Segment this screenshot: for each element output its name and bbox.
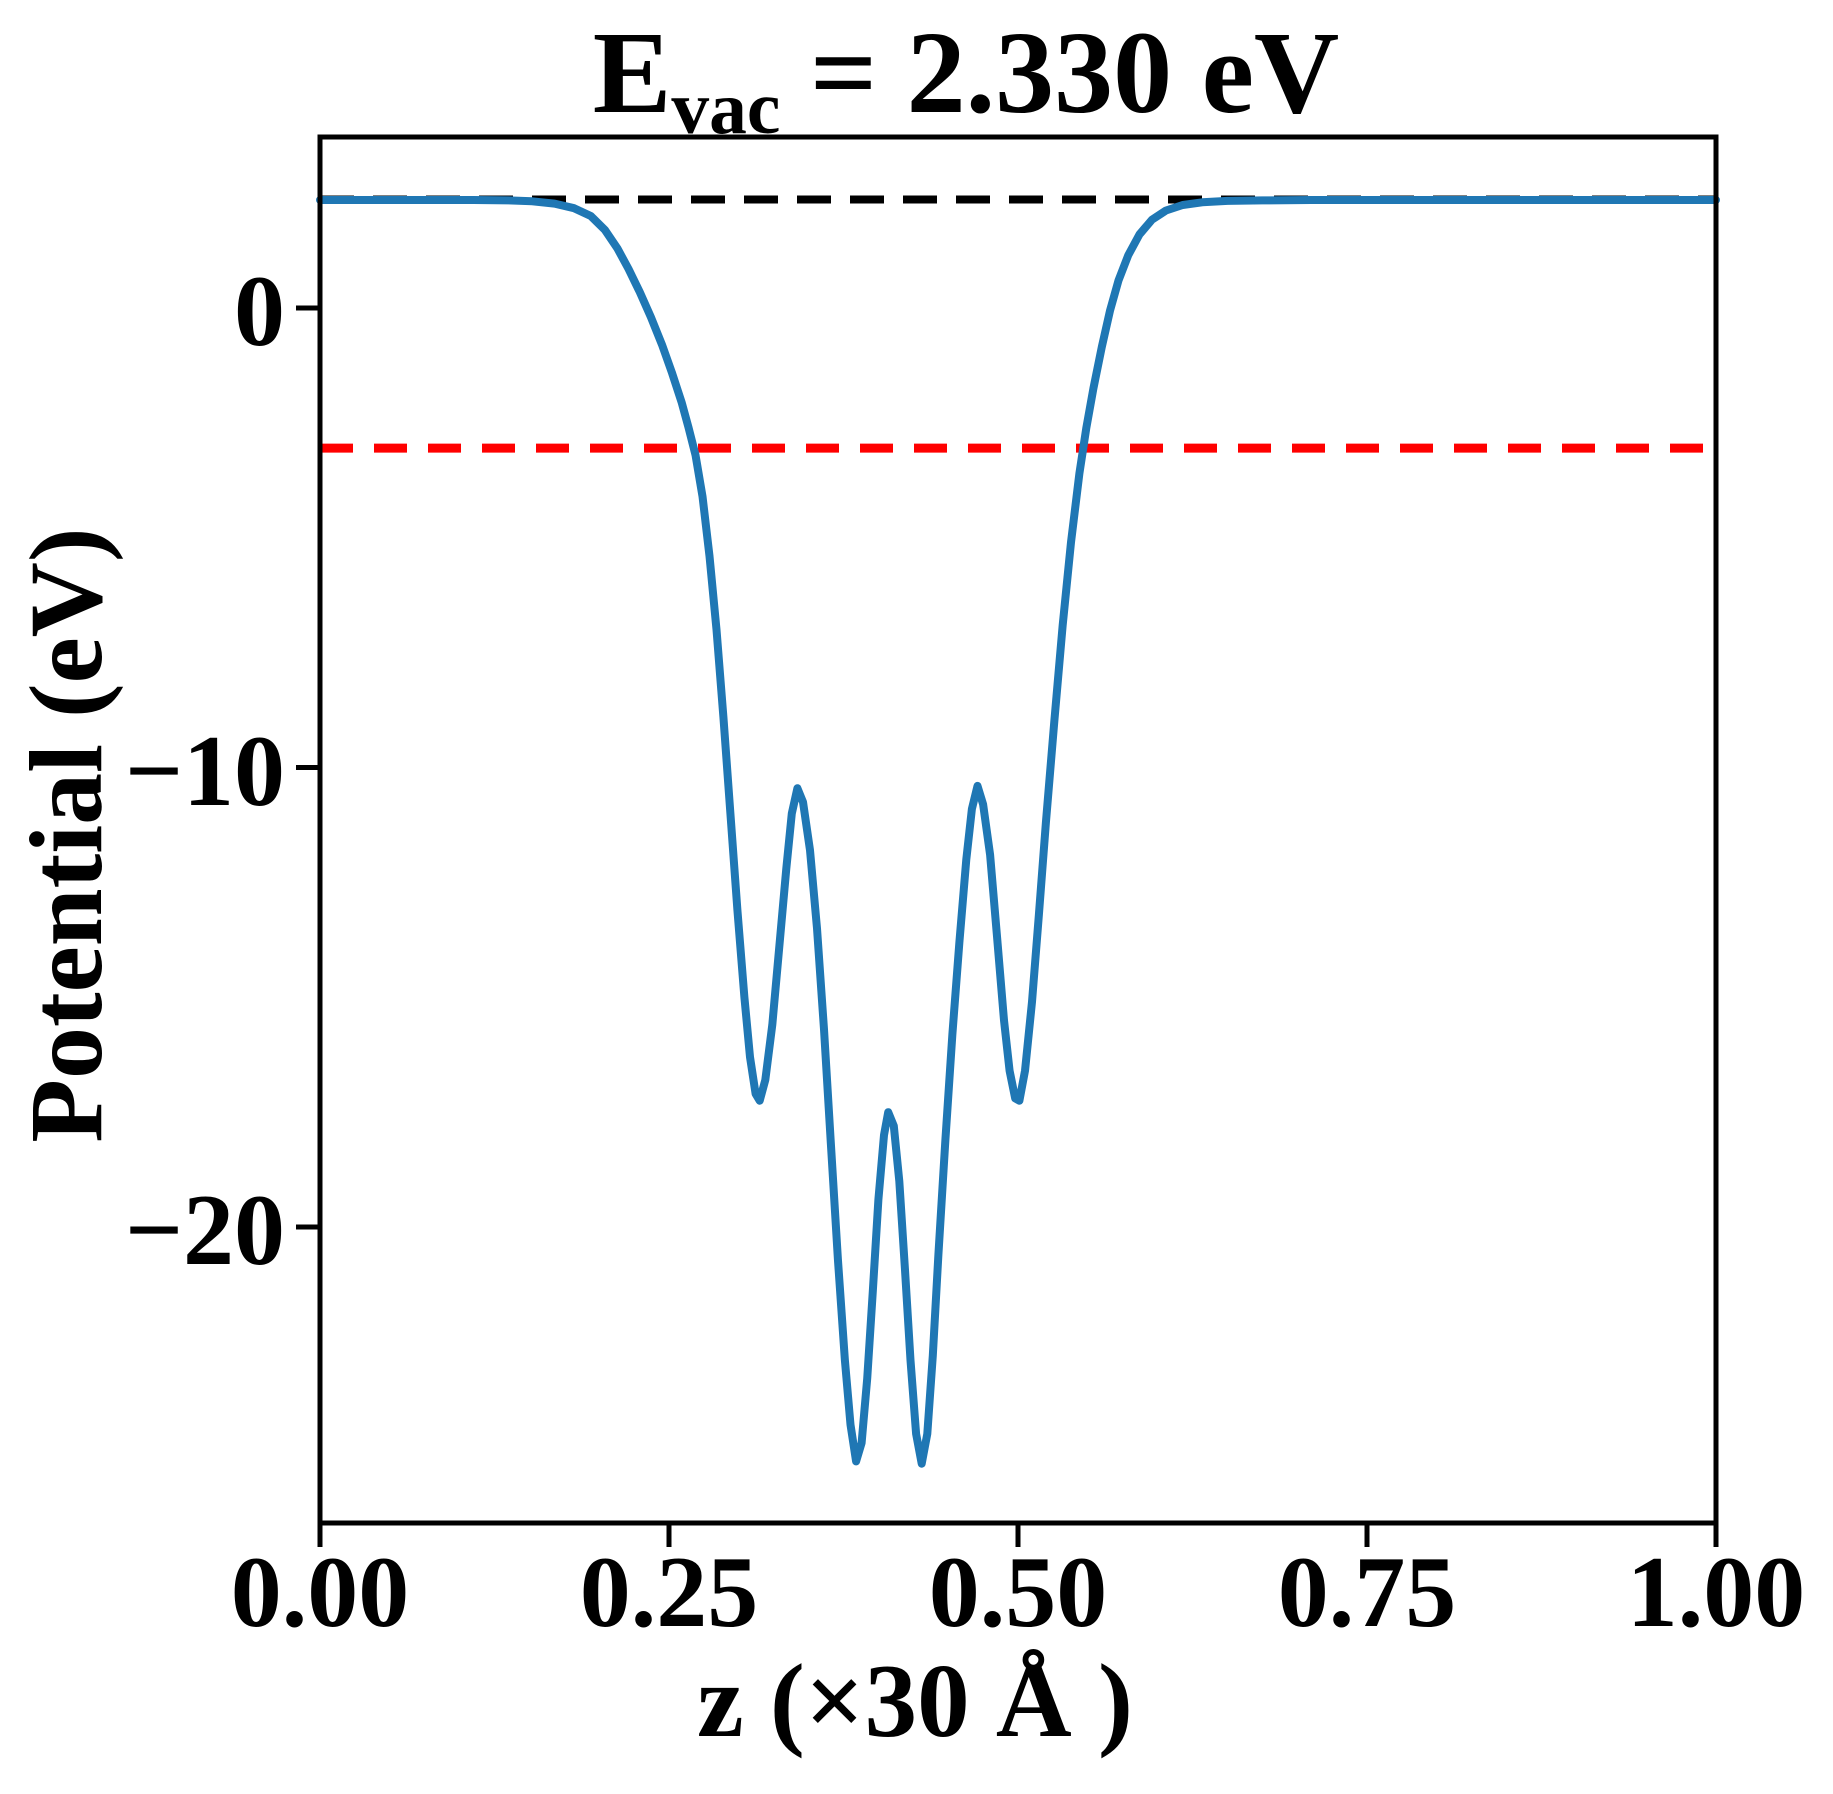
x-tick-label: 0.25 [579,1536,759,1649]
y-tick-label: 0 [234,254,285,368]
potential-curve [316,196,1720,1468]
y-tick-label: −10 [124,714,285,828]
plot-border [317,134,1719,1526]
title-value: = 2.330 eV [780,7,1340,138]
x-axis-label: z (×30 Å ) [697,1642,1133,1759]
y-axis-label: Potential (eV) [9,527,124,1143]
y-tick-label: −20 [124,1174,285,1288]
x-tick-label: 1.00 [1626,1536,1806,1649]
x-tick-label: 0.75 [1277,1536,1457,1649]
title-symbol: E [592,7,672,138]
title-subscript: vac [671,67,781,151]
x-tick-label: 0.00 [230,1536,410,1649]
chart-title: Evac = 2.330 eV [99,14,1833,147]
x-tick-label: 0.50 [928,1536,1108,1649]
